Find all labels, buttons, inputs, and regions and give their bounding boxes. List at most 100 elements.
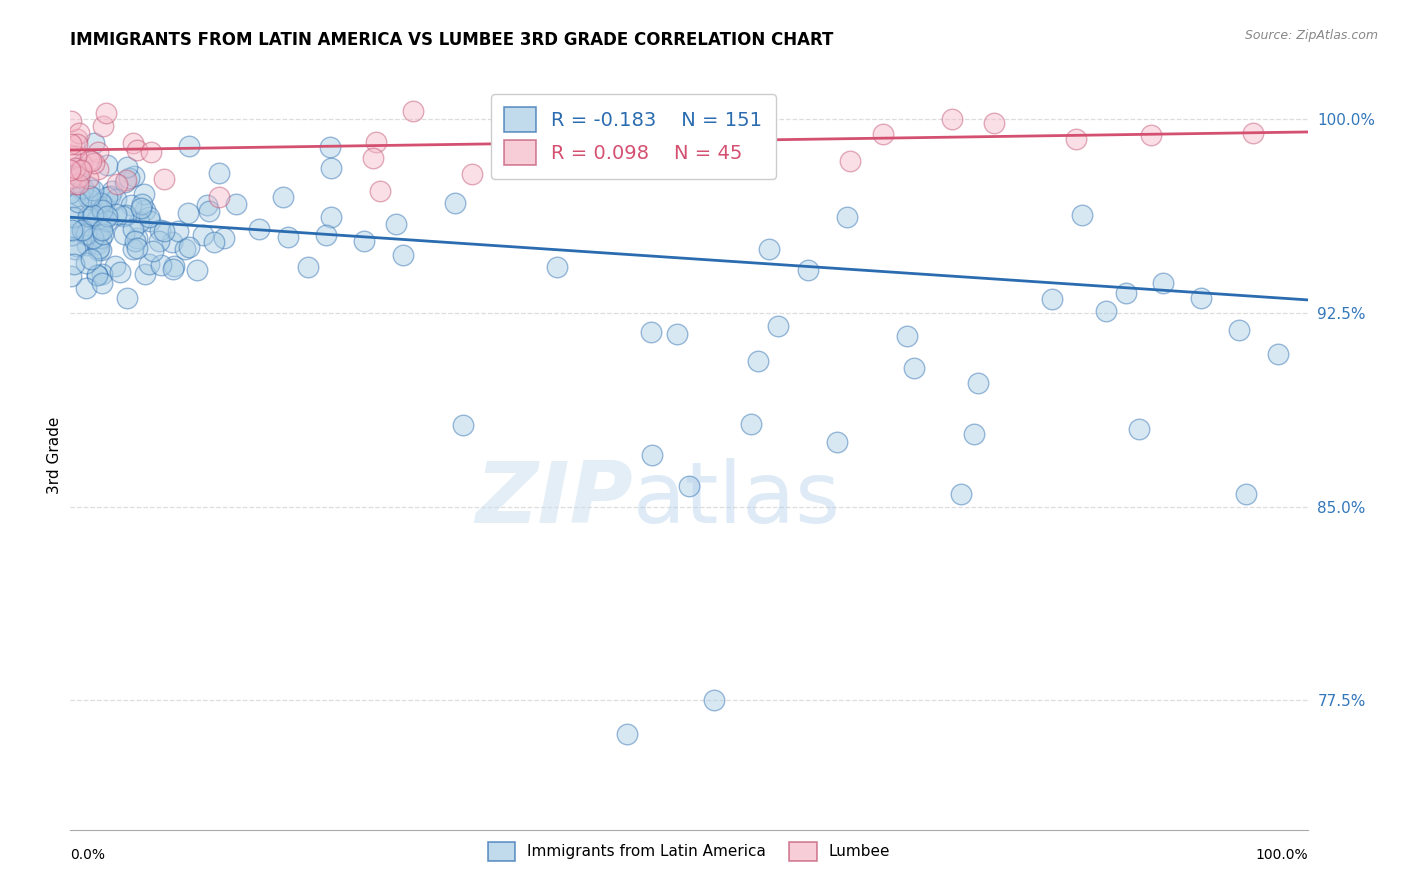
Point [80,153,103,168]
Point [66,194,89,209]
Point [67,126,90,140]
Point [758,242,780,256]
Point [127,242,149,256]
Point [65,149,87,163]
Point [90,196,112,211]
Point [89,223,111,237]
Point [319,161,342,175]
Point [173,242,195,256]
Point [1241,126,1264,140]
Point [59,136,82,151]
Point [125,143,148,157]
Point [98,188,121,202]
Point [118,171,141,186]
Point [740,417,762,431]
Point [87,145,110,159]
Point [127,231,149,245]
Point [108,265,131,279]
Point [315,227,337,242]
Legend: Immigrants from Latin America, Lumbee: Immigrants from Latin America, Lumbee [481,836,897,867]
Point [271,190,294,204]
Point [66,167,89,181]
Point [626,121,648,136]
Point [91,276,114,290]
Point [703,693,725,707]
Point [225,197,247,211]
Point [67,170,90,185]
Point [277,230,299,244]
Point [191,228,214,243]
Point [104,207,127,221]
Point [1064,132,1087,146]
Point [83,136,105,150]
Point [319,140,342,154]
Point [67,177,90,191]
Point [91,223,114,237]
Point [983,116,1005,130]
Point [122,136,145,150]
Point [75,227,97,241]
Point [91,227,114,241]
Point [105,177,128,191]
Point [75,255,97,269]
Point [90,267,112,281]
Point [70,223,93,237]
Point [368,185,391,199]
Point [82,231,104,245]
Point [179,138,201,153]
Point [132,187,155,202]
Point [903,361,925,376]
Point [59,148,82,162]
Point [87,228,110,243]
Point [72,181,94,195]
Point [70,157,93,171]
Point [139,214,162,228]
Point [70,163,93,178]
Point [138,210,160,224]
Point [115,291,138,305]
Point [214,231,236,245]
Point [72,222,94,236]
Point [80,209,103,223]
Point [122,169,145,183]
Point [162,262,184,277]
Point [835,211,858,225]
Point [63,189,86,203]
Point [150,259,173,273]
Point [797,263,820,277]
Point [134,202,156,217]
Point [79,189,101,203]
Point [63,220,86,235]
Point [321,211,343,225]
Point [461,167,484,181]
Point [1234,486,1257,500]
Point [167,223,190,237]
Point [120,197,142,211]
Point [77,180,100,194]
Point [65,177,87,191]
Point [82,208,104,222]
Point [616,727,638,741]
Point [139,145,162,159]
Point [59,171,82,186]
Point [91,119,114,133]
Point [60,228,83,243]
Point [641,448,664,462]
Point [1140,128,1163,143]
Point [87,161,110,176]
Point [96,105,118,120]
Point [66,137,89,152]
Point [63,257,86,271]
Point [91,202,114,217]
Point [152,224,174,238]
Point [96,158,118,172]
Point [1128,422,1150,436]
Point [1115,286,1137,301]
Point [86,268,108,282]
Point [186,262,208,277]
Text: Source: ZipAtlas.com: Source: ZipAtlas.com [1244,29,1378,42]
Text: ZIP: ZIP [475,458,633,541]
Point [90,243,112,257]
Point [129,201,152,215]
Point [134,268,156,282]
